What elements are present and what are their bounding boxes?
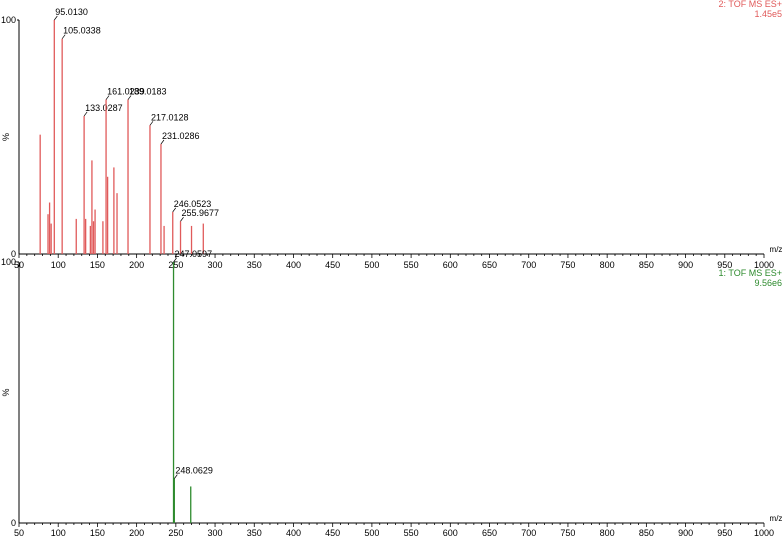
x-tick-label: 850: [639, 528, 654, 538]
x-tick-label: 300: [208, 528, 223, 538]
x-tick-label: 50: [14, 528, 24, 538]
x-tick-label: 650: [482, 528, 497, 538]
x-tick-label: 250: [168, 528, 183, 538]
x-tick-label: 500: [364, 260, 379, 270]
spectrum-panel-bottom: 1000%50 100 150 200 250 300 350 400 450 500 550 600…: [1, 249, 782, 538]
x-tick-label: 600: [443, 528, 458, 538]
peak-label-leader: [149, 121, 154, 126]
peak-label: 247.0597: [175, 249, 213, 259]
x-tick-label: 900: [678, 528, 693, 538]
x-tick-label: 100: [51, 260, 66, 270]
peak-label-leader: [61, 34, 66, 39]
y-axis-label: %: [1, 133, 11, 141]
peak-label: 246.0523: [174, 199, 212, 209]
peak-label: 255.9677: [182, 208, 220, 218]
peak-label-leader: [180, 217, 184, 222]
y-tick-label: 0: [11, 518, 16, 528]
x-tick-label: 600: [443, 260, 458, 270]
spectrum-header-title: 1: TOF MS ES+: [719, 268, 782, 278]
peak-label: 161.0239: [107, 87, 145, 97]
x-tick-label: 900: [678, 260, 693, 270]
y-tick-label: 100: [1, 15, 16, 25]
peak-label-leader: [127, 95, 132, 100]
x-axis-label: m/z: [770, 514, 783, 523]
x-axis-label: m/z: [770, 245, 783, 254]
x-tick-label: 300: [208, 260, 223, 270]
x-tick-label: 650: [482, 260, 497, 270]
spectrum-header-intensity: 9.56e6: [754, 278, 782, 288]
peak-label: 133.0287: [85, 103, 123, 113]
peak-label: 95.0130: [55, 7, 88, 17]
x-tick-label: 700: [521, 528, 536, 538]
x-tick-label: 700: [521, 260, 536, 270]
x-tick-label: 500: [364, 528, 379, 538]
x-tick-label: 550: [404, 528, 419, 538]
peak-label: 248.0629: [175, 466, 213, 476]
peak-label-leader: [105, 95, 110, 100]
x-tick-label: 550: [404, 260, 419, 270]
peak-label: 217.0128: [151, 112, 189, 122]
spectrum-header-title: 2: TOF MS ES+: [719, 0, 782, 9]
peak-label-leader: [54, 15, 58, 21]
x-tick-label: 400: [286, 260, 301, 270]
x-tick-label: 750: [560, 260, 575, 270]
x-tick-label: 950: [717, 260, 732, 270]
spectrum-panel-top: 1000%50 100 150 200 250 300 350 400 450 500 550 600…: [1, 0, 782, 270]
peak-label-leader: [160, 139, 165, 145]
x-tick-label: 750: [560, 528, 575, 538]
x-tick-label: 250: [168, 260, 183, 270]
y-axis-label: %: [1, 388, 11, 396]
x-tick-label: 800: [600, 528, 615, 538]
x-tick-label: 100: [51, 528, 66, 538]
peak-label-leader: [83, 111, 88, 117]
y-tick-label: 0: [11, 249, 16, 259]
spectrum-header-intensity: 1.45e5: [754, 9, 782, 19]
peak-label: 105.0338: [63, 26, 101, 36]
x-tick-label: 1000: [754, 528, 774, 538]
x-tick-label: 950: [717, 528, 732, 538]
x-tick-label: 200: [129, 528, 144, 538]
x-tick-label: 350: [247, 260, 262, 270]
peak-label: 189.0183: [129, 87, 167, 97]
x-tick-label: 450: [325, 528, 340, 538]
x-tick-label: 200: [129, 260, 144, 270]
x-tick-label: 450: [325, 260, 340, 270]
y-tick-label: 100: [1, 257, 16, 267]
peak-label-leader: [174, 474, 178, 479]
peak-label: 231.0286: [162, 131, 200, 141]
x-tick-label: 850: [639, 260, 654, 270]
x-tick-label: 150: [90, 528, 105, 538]
x-tick-label: 150: [90, 260, 105, 270]
peak-label-leader: [173, 257, 177, 263]
x-tick-label: 1000: [754, 260, 774, 270]
peak-label-leader: [172, 207, 177, 213]
x-tick-label: 800: [600, 260, 615, 270]
x-tick-label: 400: [286, 528, 301, 538]
x-tick-label: 350: [247, 528, 262, 538]
